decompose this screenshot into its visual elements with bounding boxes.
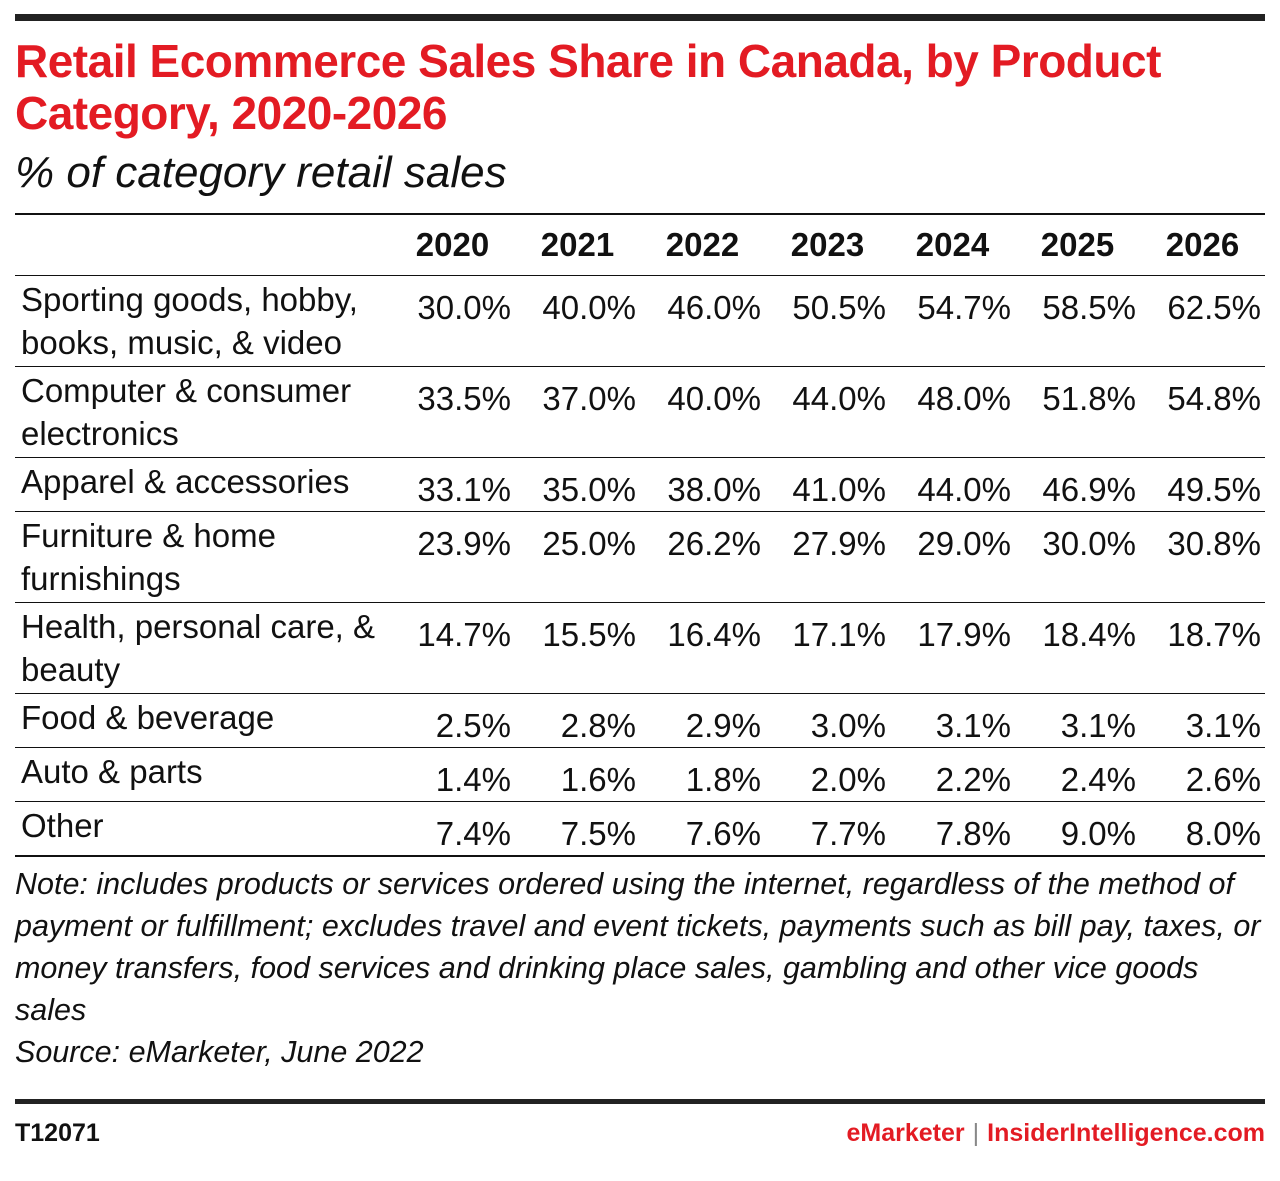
table-cell-value: 16.4%: [640, 602, 765, 694]
brand-insiderintelligence: InsiderIntelligence.com: [987, 1118, 1265, 1147]
chart-subtitle: % of category retail sales: [15, 148, 507, 197]
header-rule: [15, 213, 1265, 215]
column-header-2021: 2021: [540, 226, 615, 263]
table-cell-value: 3.1%: [890, 693, 1015, 748]
table-cell-value: 38.0%: [640, 457, 765, 512]
table-cell-value: 7.4%: [390, 801, 515, 857]
column-header-2020: 2020: [415, 226, 490, 263]
source-text: Source: eMarketer, June 2022: [15, 1035, 424, 1069]
table-cell-value: 44.0%: [890, 457, 1015, 512]
row-category-label: Auto & parts: [15, 747, 390, 802]
table-cell-value: 9.0%: [1015, 801, 1140, 857]
table-cell-value: 7.6%: [640, 801, 765, 857]
table-cell-value: 1.4%: [390, 747, 515, 802]
table-cell-value: 15.5%: [515, 602, 640, 694]
table-row: Computer & consumer electronics 33.5% 37.0…: [15, 366, 1265, 458]
table-cell-value: 17.1%: [765, 602, 890, 694]
footer: T12071 eMarketer | InsiderIntelligence.com: [15, 1104, 1265, 1162]
row-category-label: Sporting goods, hobby, books, music, & v…: [15, 275, 390, 367]
table-cell-value: 17.9%: [890, 602, 1015, 694]
table-cell-value: 7.8%: [890, 801, 1015, 857]
table-cell-value: 2.5%: [390, 693, 515, 748]
chart-note: Note: includes products or services orde…: [15, 863, 1265, 1073]
table-row: Health, personal care, & beauty 14.7% 15.5…: [15, 602, 1265, 694]
table-cell-value: 33.1%: [390, 457, 515, 512]
table-cell-value: 3.1%: [1015, 693, 1140, 748]
column-header-2022: 2022: [665, 226, 740, 263]
column-header-2026: 2026: [1165, 226, 1240, 263]
row-category-label: Health, personal care, & beauty: [15, 602, 390, 694]
column-header-2025: 2025: [1040, 226, 1115, 263]
bottom-rule: [15, 1099, 1265, 1104]
table-cell-value: 1.6%: [515, 747, 640, 802]
table-row: Food & beverage 2.5% 2.8% 2.9% 3.0% 3.1% 3.1% 3…: [15, 693, 1265, 748]
table-cell-value: 7.7%: [765, 801, 890, 857]
table-cell-value: 40.0%: [515, 275, 640, 367]
table-cell-value: 40.0%: [640, 366, 765, 458]
top-rule: [15, 14, 1265, 21]
table-cell-value: 54.7%: [890, 275, 1015, 367]
row-category-label: Apparel & accessories: [15, 457, 390, 512]
chart-id: T12071: [15, 1118, 100, 1147]
row-category-label: Furniture & home furnishings: [15, 511, 390, 603]
table-cell-value: 2.2%: [890, 747, 1015, 802]
row-category-label: Computer & consumer electronics: [15, 366, 390, 458]
chart-title: Retail Ecommerce Sales Share in Canada, …: [15, 35, 1161, 139]
brand-emarketer: eMarketer: [846, 1118, 965, 1147]
table-cell-value: 44.0%: [765, 366, 890, 458]
table-row: Sporting goods, hobby, books, music, & v…: [15, 275, 1265, 367]
table-cell-value: 35.0%: [515, 457, 640, 512]
table-cell-value: 3.1%: [1140, 693, 1265, 748]
table-cell-value: 48.0%: [890, 366, 1015, 458]
table-cell-value: 25.0%: [515, 511, 640, 603]
table-row: Furniture & home furnishings 23.9% 25.0% 26…: [15, 511, 1265, 603]
table-cell-value: 23.9%: [390, 511, 515, 603]
table-cell-value: 2.4%: [1015, 747, 1140, 802]
table-cell-value: 50.5%: [765, 275, 890, 367]
table-cell-value: 2.0%: [765, 747, 890, 802]
table-cell-value: 37.0%: [515, 366, 640, 458]
column-header-2023: 2023: [790, 226, 865, 263]
table-cell-value: 7.5%: [515, 801, 640, 857]
brand-attribution: eMarketer | InsiderIntelligence.com: [847, 1119, 1266, 1148]
table-cell-value: 2.9%: [640, 693, 765, 748]
table-cell-value: 51.8%: [1015, 366, 1140, 458]
table-cell-value: 1.8%: [640, 747, 765, 802]
table-cell-value: 41.0%: [765, 457, 890, 512]
table-cell-value: 26.2%: [640, 511, 765, 603]
row-category-label: Food & beverage: [15, 693, 390, 748]
table-cell-value: 2.8%: [515, 693, 640, 748]
column-header-2024: 2024: [915, 226, 990, 263]
table-cell-value: 18.4%: [1015, 602, 1140, 694]
row-category-label: Other: [15, 801, 390, 857]
chart-container: Retail Ecommerce Sales Share in Canada, …: [15, 0, 1265, 1162]
table-cell-value: 58.5%: [1015, 275, 1140, 367]
table-row: Auto & parts 1.4% 1.6% 1.8% 2.0% 2.2% 2.4% 2.6%: [15, 747, 1265, 802]
table-cell-value: 46.0%: [640, 275, 765, 367]
table-cell-value: 8.0%: [1140, 801, 1265, 857]
table-cell-value: 30.8%: [1140, 511, 1265, 603]
table-cell-value: 27.9%: [765, 511, 890, 603]
table-cell-value: 30.0%: [1015, 511, 1140, 603]
table-cell-value: 54.8%: [1140, 366, 1265, 458]
table-header-row: 2020 2021 2022 2023 2024 2025 2026: [15, 215, 1265, 276]
table-cell-value: 14.7%: [390, 602, 515, 694]
table-cell-value: 49.5%: [1140, 457, 1265, 512]
table-row: Other 7.4% 7.5% 7.6% 7.7% 7.8% 9.0% 8.0%: [15, 801, 1265, 857]
table-cell-value: 18.7%: [1140, 602, 1265, 694]
table-cell-value: 46.9%: [1015, 457, 1140, 512]
note-text: Note: includes products or services orde…: [15, 867, 1261, 1027]
table-body: Sporting goods, hobby, books, music, & v…: [15, 275, 1265, 857]
table-cell-value: 2.6%: [1140, 747, 1265, 802]
table-cell-value: 62.5%: [1140, 275, 1265, 367]
table-cell-value: 3.0%: [765, 693, 890, 748]
table-cell-value: 30.0%: [390, 275, 515, 367]
brand-separator: |: [972, 1118, 980, 1147]
column-header-category: [15, 215, 390, 276]
table-row: Apparel & accessories 33.1% 35.0% 38.0% 41.0…: [15, 457, 1265, 512]
table-cell-value: 29.0%: [890, 511, 1015, 603]
table-cell-value: 33.5%: [390, 366, 515, 458]
data-table: 2020 2021 2022 2023 2024 2025 2026 Sporting go…: [15, 215, 1265, 857]
